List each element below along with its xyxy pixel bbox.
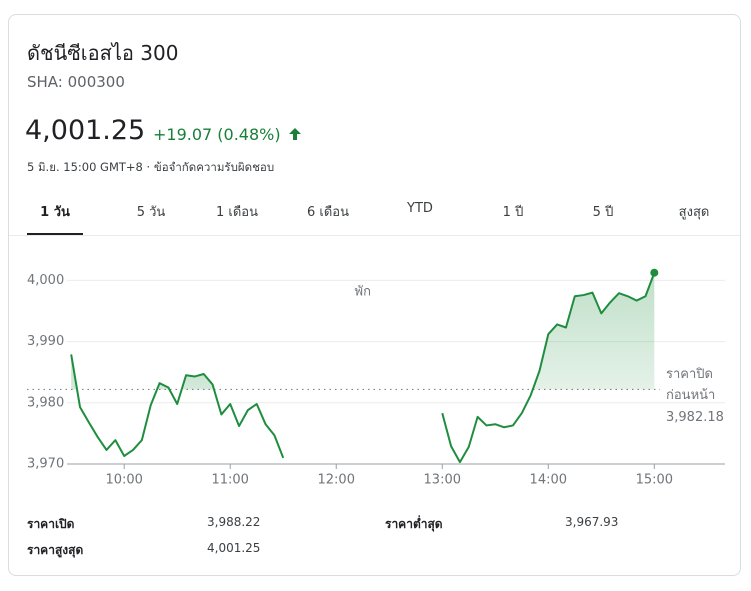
previous-close-value: 3,982.18 <box>666 410 724 425</box>
price-line <box>70 354 285 459</box>
x-tick-label: 13:00 <box>424 473 461 488</box>
x-tick-label: 14:00 <box>530 473 567 488</box>
area-fill <box>71 354 215 390</box>
annotation: พัก <box>355 285 371 300</box>
area-fill <box>532 272 655 390</box>
change-text: +19.07 (0.48%) <box>153 125 281 144</box>
active-tab-indicator <box>27 233 83 236</box>
symbol: SHA: 000300 <box>27 73 125 91</box>
price-line <box>441 272 656 464</box>
previous-close-title: ก่อนหน้า <box>666 388 715 403</box>
tab[interactable]: 5 ปี <box>592 205 614 220</box>
tab[interactable]: YTD <box>407 201 433 216</box>
stat-value: 3,967.93 <box>565 515 619 529</box>
title: ดัชนีซีเอสไอ 300 <box>27 41 179 65</box>
stock-card: ดัชนีซีเอสไอ 300 SHA: 000300 4,001.25 +1… <box>8 14 741 576</box>
disclaimer[interactable]: · ข้อจำกัดความรับผิดชอบ <box>146 160 275 174</box>
y-tick-label: 4,000 <box>27 273 64 288</box>
x-tick-label: 15:00 <box>636 473 673 488</box>
previous-close-title: ราคาปิด <box>666 367 713 382</box>
tab[interactable]: 1 วัน <box>40 205 70 220</box>
stat-label: ราคาเปิด <box>27 517 75 531</box>
timestamp: 5 มิ.ย. 15:00 GMT+8 <box>27 160 143 174</box>
x-tick-label: 11:00 <box>211 473 248 488</box>
last-point <box>650 268 659 277</box>
stat-label: ราคาสูงสุด <box>27 543 84 557</box>
timestamp-row: 5 มิ.ย. 15:00 GMT+8 · ข้อจำกัดความรับผิด… <box>27 159 274 177</box>
x-tick-label: 10:00 <box>105 473 142 488</box>
tab[interactable]: สูงสุด <box>678 205 710 220</box>
tab[interactable]: 1 เดือน <box>216 205 258 220</box>
y-tick-label: 3,970 <box>27 457 64 472</box>
tab[interactable]: 6 เดือน <box>307 205 349 220</box>
change: +19.07 (0.48%) <box>153 125 301 144</box>
separator <box>9 235 740 236</box>
tab[interactable]: 5 วัน <box>136 205 166 220</box>
up-arrow <box>288 128 301 140</box>
stat-label: ราคาต่ำสุด <box>385 517 443 531</box>
y-tick-label: 3,990 <box>27 334 64 349</box>
tab[interactable]: 1 ปี <box>502 205 524 220</box>
price: 4,001.25 <box>25 115 146 146</box>
y-tick-label: 3,980 <box>27 395 64 410</box>
stat-value: 4,001.25 <box>207 541 261 555</box>
stat-value: 3,988.22 <box>207 515 261 529</box>
x-tick-label: 12:00 <box>318 473 355 488</box>
